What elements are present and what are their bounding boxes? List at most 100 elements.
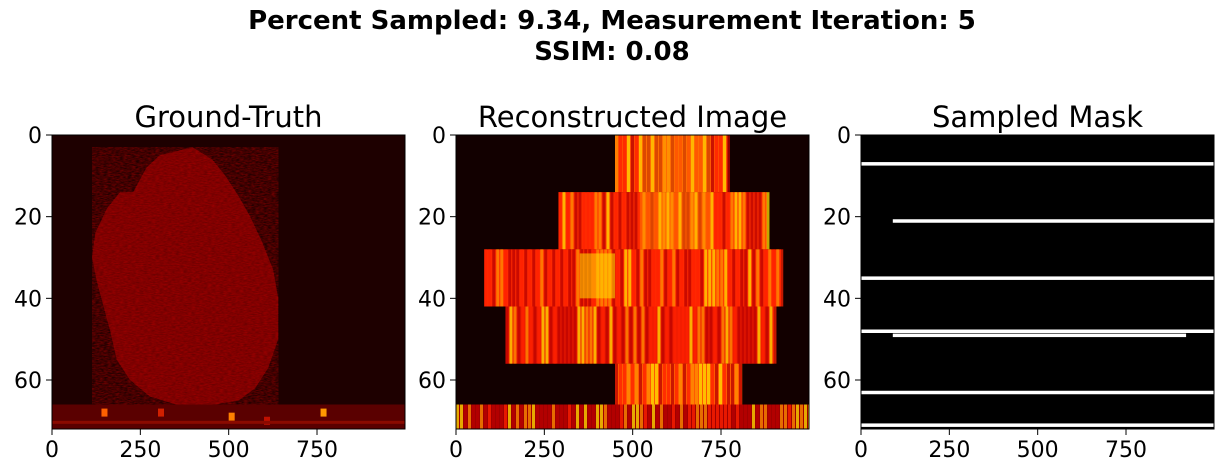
rec-streak (780, 249, 784, 307)
rec-streak (622, 192, 626, 250)
rec-streak (572, 404, 575, 429)
rec-streak (500, 249, 504, 307)
rec-streak (711, 363, 715, 405)
rec-streak (644, 249, 648, 307)
rec-streak (741, 306, 745, 364)
rec-streak (764, 404, 767, 429)
rec-streak (488, 404, 491, 429)
rec-streak (600, 404, 603, 429)
gt-streak-0 (101, 408, 108, 417)
rec-streak (653, 306, 657, 364)
rec-streak (472, 404, 475, 429)
y-tick-label: 40 (418, 287, 446, 312)
rec-streak (568, 404, 571, 429)
rec-streak (700, 404, 703, 429)
rec-streak (584, 404, 587, 429)
rec-streak (536, 404, 539, 429)
y-tick-label: 20 (823, 206, 851, 231)
rec-streak (626, 192, 630, 250)
rec-streak (676, 249, 680, 307)
rec-bright-core (579, 253, 616, 299)
rec-streak (638, 192, 642, 250)
rec-streak (544, 249, 548, 307)
rec-streak (504, 404, 507, 429)
y-tick-label: 60 (418, 369, 446, 394)
y-tick-label: 40 (823, 287, 851, 312)
rec-streak (703, 363, 707, 405)
rec-streak (576, 404, 579, 429)
rec-streak (548, 404, 551, 429)
rec-streak (651, 135, 655, 193)
rec-streak (548, 249, 552, 307)
rec-streak (713, 306, 717, 364)
rec-streak (520, 404, 523, 429)
rec-streak (484, 404, 487, 429)
rec-streak (492, 404, 495, 429)
rec-streak (468, 404, 471, 429)
rec-streak (671, 135, 675, 193)
rec-streak (460, 404, 463, 429)
rec-streak (512, 249, 516, 307)
rec-streak (708, 404, 711, 429)
rec-streak (594, 192, 598, 250)
rec-streak (580, 404, 583, 429)
rec-streak (701, 306, 705, 364)
rec-streak (624, 249, 628, 307)
rec-streak (760, 404, 763, 429)
rec-streak (683, 135, 687, 193)
rec-streak (655, 135, 659, 193)
rec-streak (756, 404, 759, 429)
rec-streak (508, 249, 512, 307)
rec-streak (733, 306, 737, 364)
rec-streak (664, 404, 667, 429)
rec-streak (691, 135, 695, 193)
rec-streak (528, 249, 532, 307)
rec-streak (650, 192, 654, 250)
rec-streak (604, 404, 607, 429)
y-tick-label: 20 (14, 206, 42, 231)
rec-streak (532, 249, 536, 307)
rec-streak (761, 306, 765, 364)
x-tick-label: 500 (208, 438, 250, 463)
rec-streak (606, 192, 610, 250)
rec-streak (566, 192, 570, 250)
rec-streak (662, 192, 666, 250)
rec-streak (720, 404, 723, 429)
rec-streak (581, 306, 585, 364)
rec-streak (702, 192, 706, 250)
rec-streak (564, 404, 567, 429)
rec-streak (635, 135, 639, 193)
rec-streak (666, 192, 670, 250)
rec-streak (686, 192, 690, 250)
rec-streak (746, 192, 750, 250)
rec-streak (725, 306, 729, 364)
rec-streak (684, 249, 688, 307)
y-tick-label: 60 (14, 369, 42, 394)
rec-streak (620, 249, 624, 307)
rec-streak (496, 404, 499, 429)
rec-streak (631, 135, 635, 193)
rec-streak (773, 306, 777, 364)
rec-streak (732, 404, 735, 429)
rec-streak (737, 306, 741, 364)
mask-line-1 (892, 219, 1214, 223)
rec-streak (573, 306, 577, 364)
rec-streak (628, 249, 632, 307)
rec-streak (800, 404, 803, 429)
rec-streak (660, 249, 664, 307)
rec-streak (651, 363, 655, 405)
rec-streak (678, 192, 682, 250)
rec-streak (772, 404, 775, 429)
rec-streak (719, 363, 723, 405)
rec-streak (525, 306, 529, 364)
rec-streak (565, 306, 569, 364)
rec-streak (736, 404, 739, 429)
rec-streak (488, 249, 492, 307)
rec-streak (710, 192, 714, 250)
rec-streak (672, 249, 676, 307)
rec-streak (715, 363, 719, 405)
rec-streak (619, 135, 623, 193)
rec-streak (557, 306, 561, 364)
rec-streak (718, 192, 722, 250)
